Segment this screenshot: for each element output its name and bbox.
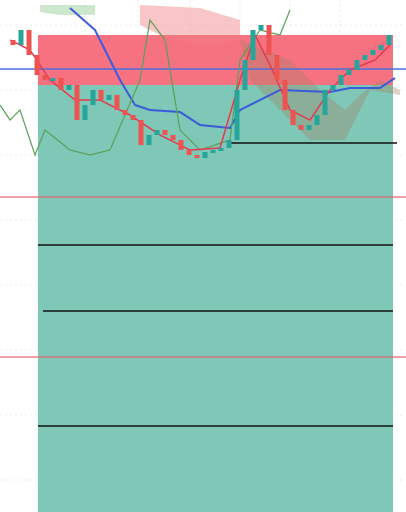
candle	[346, 70, 352, 75]
candle	[226, 140, 232, 148]
candle	[266, 25, 272, 55]
candle	[106, 95, 112, 100]
candle	[66, 85, 72, 90]
candle	[234, 90, 240, 140]
candle	[34, 55, 40, 75]
candle	[178, 140, 184, 150]
kijun-line	[69, 7, 396, 130]
candle	[26, 30, 32, 55]
candle	[202, 152, 208, 158]
candle	[218, 148, 224, 151]
candle	[42, 75, 48, 80]
candle	[242, 60, 248, 90]
candles	[10, 25, 392, 158]
candle	[82, 105, 88, 120]
candle	[258, 25, 264, 30]
candle	[322, 90, 328, 115]
candle	[282, 80, 288, 110]
candle	[10, 40, 16, 45]
cloud-bearish	[140, 5, 240, 45]
chikou-line	[0, 9, 291, 157]
cloud-bullish	[40, 5, 95, 15]
candle	[330, 85, 336, 90]
candle	[114, 95, 120, 110]
candle	[58, 78, 64, 90]
candle	[370, 50, 376, 55]
candle	[314, 115, 320, 125]
candle	[298, 125, 304, 130]
candle	[50, 78, 56, 81]
candle	[98, 90, 104, 100]
candle	[362, 55, 368, 60]
loss-zone	[38, 35, 393, 85]
candle	[146, 135, 152, 145]
candle	[386, 35, 392, 45]
candle	[210, 150, 216, 153]
candle	[154, 130, 160, 135]
candle	[162, 130, 168, 135]
cloud-bearish-lower	[240, 40, 400, 140]
candle	[138, 120, 144, 145]
candle	[18, 30, 24, 45]
candle	[338, 75, 344, 85]
candle	[130, 115, 136, 120]
candle	[354, 60, 360, 70]
profit-zone	[38, 85, 393, 512]
candle	[90, 90, 96, 105]
candle	[306, 125, 312, 130]
candle	[194, 155, 200, 158]
candle	[122, 110, 128, 115]
candle	[274, 55, 280, 80]
candle	[186, 150, 192, 155]
candle	[378, 45, 384, 50]
candle	[170, 135, 176, 140]
candle	[250, 30, 256, 60]
candle	[74, 85, 80, 120]
candle	[290, 110, 296, 125]
